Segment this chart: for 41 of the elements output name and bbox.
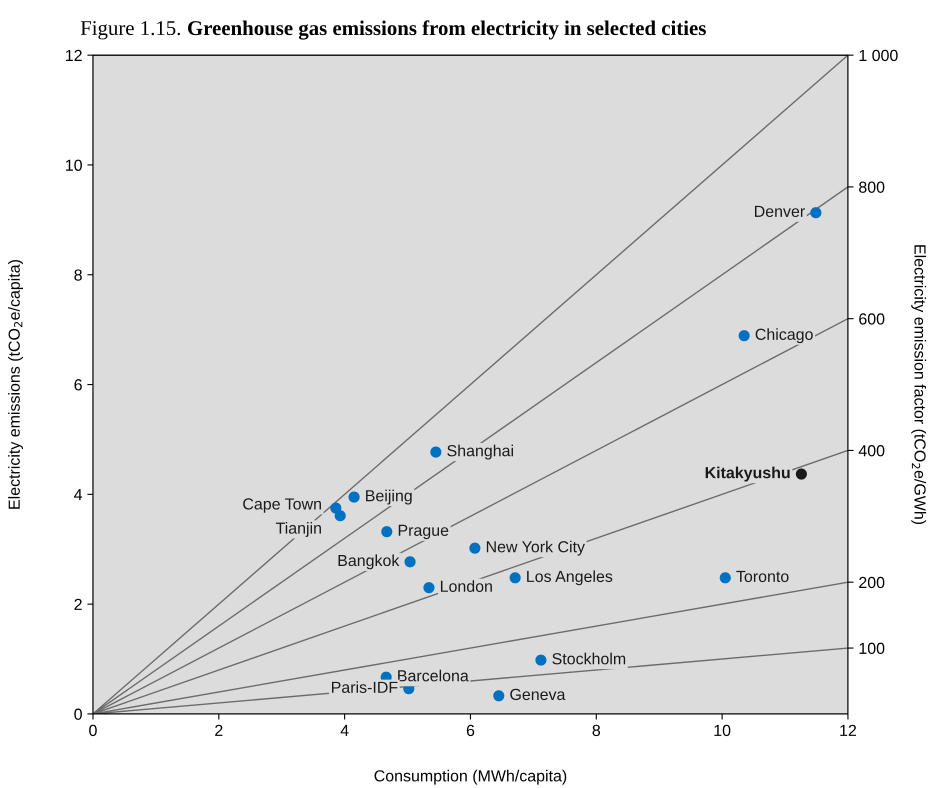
x-tick-label: 0 [89, 724, 97, 736]
series-label: Denver [754, 206, 805, 218]
chart-title: Figure 1.15. Greenhouse gas emissions from electricity in selected cities [80, 20, 706, 40]
x-tick-label: 4 [340, 724, 349, 736]
y2-tick-label: 200 [859, 576, 884, 588]
x-axis-title: Consumption (MWh/capita) [374, 770, 566, 785]
y2-tick-label: 800 [859, 182, 884, 193]
x-tick-label: 12 [840, 724, 856, 736]
series-label: Barcelona [398, 670, 469, 682]
series-label: New York City [486, 540, 585, 556]
series-label: Beijing [366, 490, 412, 505]
series-label: Kitakyushu [706, 466, 790, 482]
y-tick-label: 0 [74, 708, 82, 720]
y2-axis-title: Electricity emission factor (tCO$_{2}$e/GWh) [911, 245, 926, 524]
x-tick-label: 2 [215, 724, 222, 736]
series-label: Toronto [736, 570, 789, 582]
y2-tick-label: 600 [859, 313, 884, 325]
series-label: Cape Town [243, 498, 321, 513]
y-tick-label: 12 [66, 50, 82, 61]
y-tick-label: 10 [66, 160, 82, 171]
series-label: Tianjin [276, 522, 321, 537]
series-label: Los Angeles [527, 570, 612, 586]
series-label: Stockholm [552, 652, 626, 664]
series-label: London [440, 580, 492, 592]
series-label: Prague [398, 524, 448, 540]
y2-tick-label: 400 [858, 445, 884, 456]
x-tick-label: 8 [592, 724, 600, 736]
y-tick-label: 8 [74, 269, 82, 281]
y2-tick-label: 100 [860, 642, 884, 654]
y-tick-label: 4 [74, 489, 82, 500]
series-label: Paris-IDF [332, 681, 398, 693]
y-tick-label: 2 [74, 598, 82, 610]
y2-tick-label: 1 000 [860, 50, 898, 62]
series-label: Bangkok [338, 554, 400, 570]
series-label: Geneva [510, 688, 566, 700]
series-label: Shanghai [447, 444, 513, 460]
series-label: Chicago [756, 328, 813, 344]
y-tick-label: 6 [74, 379, 82, 390]
y-axis-title: Electricity emissions (tCO$_{2}$e/capita) [8, 260, 24, 509]
x-tick-label: 10 [714, 724, 730, 736]
x-tick-label: 6 [466, 724, 474, 736]
